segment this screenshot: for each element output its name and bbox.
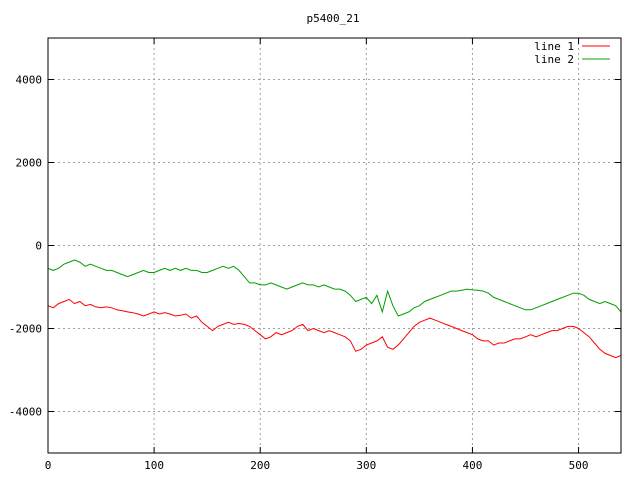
x-tick-label: 500 [569, 459, 589, 472]
x-tick-label: 100 [144, 459, 164, 472]
x-tick-label: 0 [45, 459, 52, 472]
x-tick-label: 400 [463, 459, 483, 472]
y-tick-label: -2000 [9, 323, 42, 336]
plot-frame [47, 37, 622, 454]
y-tick-label: 2000 [16, 157, 43, 170]
axis-ticks: 0 100 200 300 400 500 -4000 -2000 0 2000 4000 [9, 38, 621, 472]
series-group [47, 259, 622, 359]
y-tick-label: 0 [35, 240, 42, 253]
x-tick-label: 200 [250, 459, 270, 472]
y-tick-label: 4000 [16, 74, 43, 87]
series-line-2 [47, 259, 622, 317]
legend-label: line 1 [534, 40, 574, 53]
series-line-1 [47, 298, 622, 359]
legend-label: line 2 [534, 53, 574, 66]
x-tick-label: 300 [356, 459, 376, 472]
chart-title: p5400_21 [307, 12, 360, 25]
grid-lines [48, 38, 621, 453]
y-tick-label: -4000 [9, 406, 42, 419]
